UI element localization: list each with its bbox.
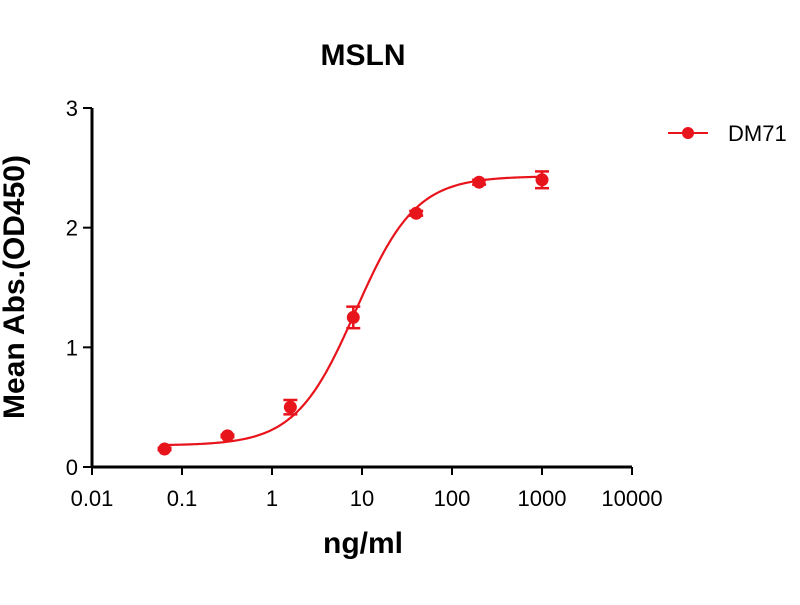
- data-point: [346, 310, 360, 324]
- x-ticks: 0.01 0.1 1 10 100 1000 10000: [71, 467, 663, 511]
- y-axis-title: Mean Abs.(OD450): [0, 155, 31, 419]
- data-point: [220, 429, 234, 443]
- y-ticks: 0 1 2 3: [66, 96, 92, 480]
- legend-marker: [682, 127, 694, 139]
- chart-title: MSLN: [321, 39, 406, 72]
- x-tick-label: 0.01: [71, 486, 114, 511]
- data-point: [535, 173, 549, 187]
- legend: DM71: [668, 121, 787, 146]
- data-point: [158, 442, 172, 456]
- x-tick-label: 0.1: [167, 486, 198, 511]
- x-tick-label: 10000: [601, 486, 662, 511]
- y-tick-label: 1: [66, 335, 78, 360]
- series-layer: [157, 170, 549, 456]
- x-tick-label: 1: [266, 486, 278, 511]
- x-tick-label: 10: [350, 486, 374, 511]
- data-point: [283, 400, 297, 414]
- y-tick-label: 3: [66, 96, 78, 121]
- legend-label: DM71: [728, 121, 787, 146]
- y-tick-label: 0: [66, 455, 78, 480]
- x-tick-label: 1000: [518, 486, 567, 511]
- data-point: [409, 206, 423, 220]
- x-axis-title: ng/ml: [323, 527, 403, 560]
- axes: [90, 108, 632, 469]
- y-tick-label: 2: [66, 216, 78, 241]
- data-point: [472, 175, 486, 189]
- x-tick-label: 100: [434, 486, 471, 511]
